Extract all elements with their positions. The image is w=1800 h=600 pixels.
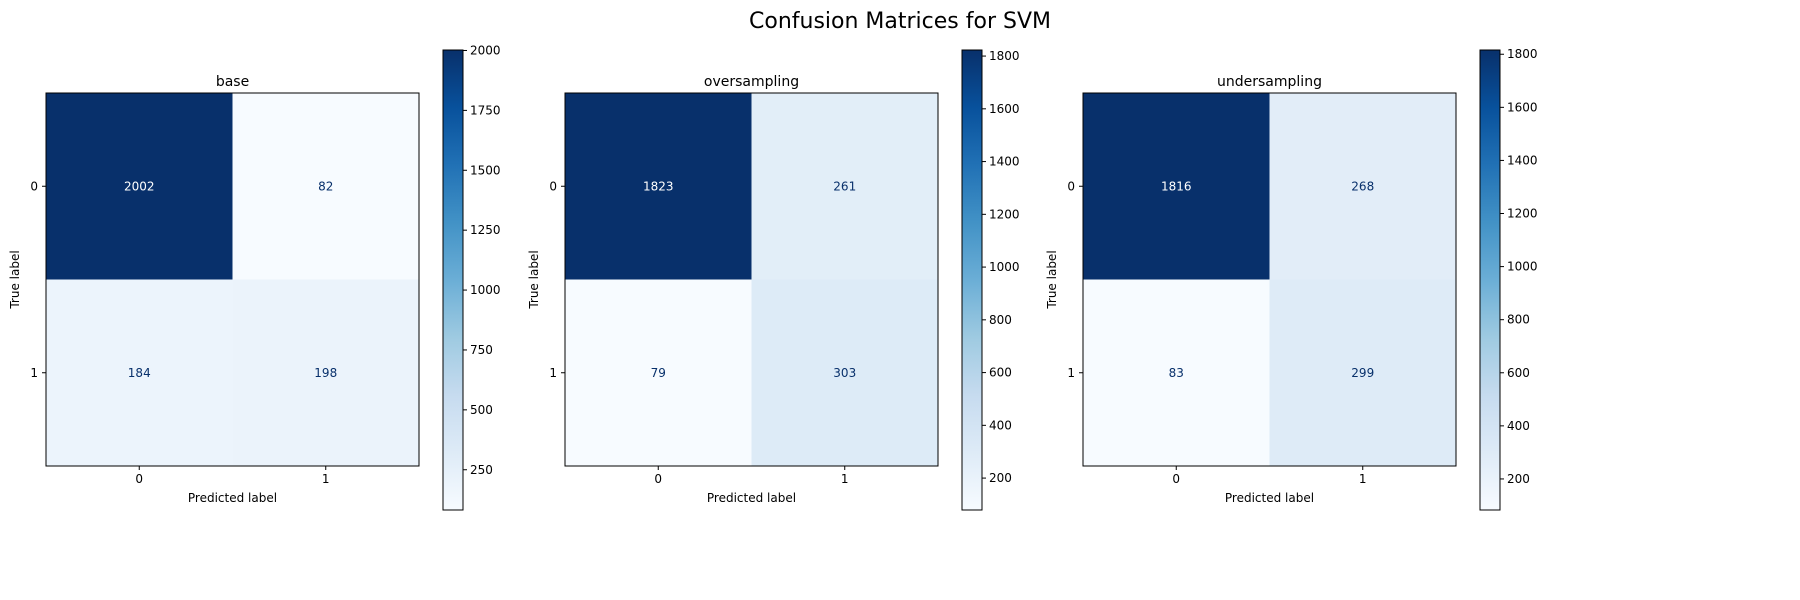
x-axis-label: Predicted label [188,491,277,505]
matrix-cell [232,279,420,467]
matrix-cell [751,279,939,467]
matrix-cell [46,279,233,467]
cell-value-label: 83 [1169,366,1184,380]
cell-value-label: 2002 [124,179,155,193]
colorbar-tick-label: 1250 [470,223,501,237]
colorbar [1479,49,1501,511]
axes-frame [1082,92,1457,467]
axes-frame [45,92,420,467]
y-axis-label: True label [8,250,22,309]
colorbar-tick-label: 1500 [470,163,501,177]
colorbar-tick-label: 200 [989,471,1012,485]
x-axis-label: Predicted label [707,491,796,505]
x-tick-label: 0 [135,472,143,486]
y-tick-label: 0 [30,179,38,193]
colorbar [442,49,464,511]
matrix-cell [751,93,939,280]
colorbar-tick-label: 1000 [989,260,1020,274]
y-tick-label: 1 [549,366,557,380]
colorbar-tick-label: 600 [1507,366,1530,380]
cell-value-label: 184 [128,366,151,380]
matrix-cell [565,93,752,280]
confusion-matrix-panel-2: 1816 268 83 299 undersampling 0 1 0 1 Predicted l… [1045,47,1538,511]
confusion-matrix-panel-0: 2002 82 184 198 base 0 1 0 1 Predicted label True … [8,43,501,511]
cell-value-label: 79 [651,366,666,380]
colorbar-tick-label: 1800 [989,49,1020,63]
colorbar-tick-label: 800 [1507,313,1530,327]
cell-value-label: 198 [314,366,337,380]
x-tick-label: 0 [1172,472,1180,486]
colorbar-tick-label: 1000 [470,283,501,297]
colorbar-tick-label: 1400 [989,155,1020,169]
colorbar-tick-label: 1800 [1507,47,1538,61]
figure-title: Confusion Matrices for SVM [749,9,1051,34]
colorbar-tick-label: 400 [1507,419,1530,433]
cell-value-label: 303 [833,366,856,380]
colorbar-tick-label: 1000 [1507,260,1538,274]
panel-title: oversampling [704,74,799,90]
colorbar-tick-label: 400 [989,418,1012,432]
cell-value-label: 1823 [643,179,674,193]
cell-value-label: 1816 [1161,179,1192,193]
y-tick-label: 1 [30,366,38,380]
x-tick-label: 1 [841,472,849,486]
colorbar-tick-label: 1400 [1507,153,1538,167]
matrix-cell [565,279,752,467]
matrix-cell [1269,93,1457,280]
panel-title: base [216,74,249,90]
colorbar-tick-label: 600 [989,366,1012,380]
cell-value-label: 261 [833,179,856,193]
colorbar-tick-label: 2000 [470,43,501,57]
x-axis-label: Predicted label [1225,491,1314,505]
colorbar-tick-label: 1200 [1507,207,1538,221]
colorbar-tick-label: 1200 [989,207,1020,221]
panel-title: undersampling [1217,74,1322,90]
colorbar-tick-label: 250 [470,463,493,477]
y-axis-label: True label [527,250,541,309]
matrix-cell [46,93,233,280]
y-tick-label: 0 [1067,179,1075,193]
matrix-cell [1269,279,1457,467]
cell-value-label: 299 [1351,366,1374,380]
x-tick-label: 1 [1359,472,1367,486]
colorbar-tick-label: 800 [989,313,1012,327]
y-tick-label: 1 [1067,366,1075,380]
colorbar-tick-label: 750 [470,343,493,357]
x-tick-label: 1 [322,472,330,486]
colorbar-tick-label: 500 [470,403,493,417]
axes-frame [564,92,939,467]
matrix-cell [232,93,420,280]
cell-value-label: 268 [1351,179,1374,193]
colorbar [961,49,983,511]
y-tick-label: 0 [549,179,557,193]
colorbar-tick-label: 200 [1507,472,1530,486]
y-axis-label: True label [1045,250,1059,309]
x-tick-label: 0 [654,472,662,486]
matrix-cell [1083,93,1270,280]
confusion-matrix-panel-1: 1823 261 79 303 oversampling 0 1 0 1 Predicted la… [527,49,1020,511]
cell-value-label: 82 [318,179,333,193]
colorbar-tick-label: 1600 [989,102,1020,116]
matrix-cell [1083,279,1270,467]
colorbar-tick-label: 1600 [1507,100,1538,114]
colorbar-tick-label: 1750 [470,103,501,117]
